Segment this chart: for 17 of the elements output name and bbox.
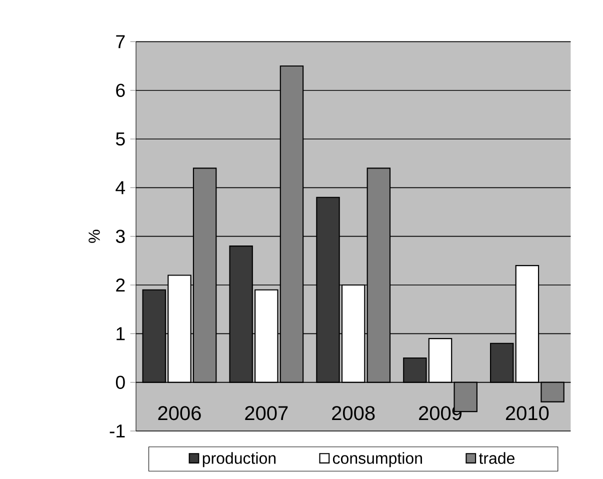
y-tick-label: 3 <box>116 230 125 243</box>
legend-label: consumption <box>332 452 422 468</box>
y-tick-label: 7 <box>116 35 125 48</box>
x-tick-label: 2008 <box>332 406 375 420</box>
x-tick-label: 2007 <box>245 406 288 420</box>
y-tick-label: 5 <box>116 132 125 146</box>
x-tick-label: 2006 <box>158 406 201 420</box>
legend-label: trade <box>479 452 514 464</box>
y-tick-label: 4 <box>116 181 126 194</box>
y-tick-label: -1 <box>110 424 125 438</box>
y-axis-title: % <box>88 230 100 243</box>
y-tick-label: 1 <box>116 327 125 340</box>
y-tick-label: 2 <box>116 278 125 292</box>
x-tick-label: 2010 <box>506 406 549 420</box>
y-tick-label: 0 <box>116 376 125 389</box>
y-tick-label: 6 <box>116 84 125 97</box>
legend-label: production <box>202 452 276 468</box>
